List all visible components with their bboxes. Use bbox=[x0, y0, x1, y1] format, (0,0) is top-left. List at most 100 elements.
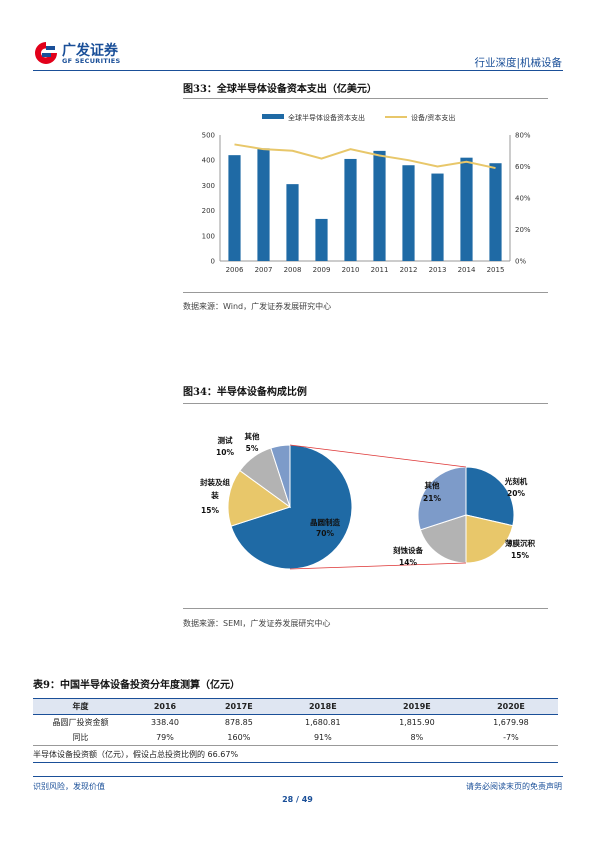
table-row: 同比 79% 160% 91% 8% -7% bbox=[33, 730, 558, 746]
bar bbox=[315, 218, 328, 261]
table-cell: 同比 bbox=[72, 733, 89, 742]
table-header-cell: 2020E bbox=[463, 698, 558, 715]
y-left-tick-label: 400 bbox=[202, 157, 215, 165]
table-cell: 91% bbox=[313, 733, 332, 742]
footer-disclaimer: 请务必阅读末页的免责声明 bbox=[466, 782, 562, 791]
figure34-title-rule bbox=[183, 403, 548, 404]
series-line bbox=[234, 143, 496, 170]
table-cell: 878.85 bbox=[224, 718, 253, 727]
pie-label: 其他 bbox=[245, 431, 260, 441]
bar bbox=[257, 148, 270, 261]
pie-slice bbox=[227, 469, 292, 527]
sub-pie-label: 其他 bbox=[425, 480, 440, 490]
legend-bar-label: 全球半导体设备资本支出 bbox=[288, 113, 365, 122]
sub-pie-label-percent: 14% bbox=[399, 558, 417, 567]
bar bbox=[460, 157, 473, 261]
pie-label: 装 bbox=[210, 490, 219, 500]
sub-pie-label-percent: 21% bbox=[423, 494, 441, 503]
table9: 年度 2016 2017E 2018E 2019E 2020E 晶圆厂投资金额 … bbox=[33, 698, 558, 763]
table-cell: 1,815.90 bbox=[399, 718, 435, 727]
bar bbox=[373, 150, 386, 261]
pie-label-percent: 5% bbox=[246, 444, 259, 453]
footer-rule bbox=[33, 776, 563, 777]
x-tick-label: 2013 bbox=[429, 266, 447, 274]
x-tick-label: 2010 bbox=[342, 266, 360, 274]
y-right-tick-label: 20% bbox=[515, 226, 531, 234]
table-cell: 1,680.81 bbox=[305, 718, 341, 727]
table-row: 晶圆厂投资金额 338.40 878.85 1,680.81 1,815.90 … bbox=[33, 715, 558, 731]
gf-logo-icon bbox=[35, 42, 57, 64]
table-cell: 晶圆厂投资金额 bbox=[52, 718, 109, 727]
brand-logo: 广发证券 GF SECURITIES bbox=[33, 40, 133, 68]
sub-pie-slice bbox=[417, 466, 467, 531]
figure33-title-rule bbox=[183, 98, 548, 99]
y-left-tick-label: 500 bbox=[202, 132, 215, 140]
pie-label: 测试 bbox=[218, 435, 233, 445]
brand-name-en: GF SECURITIES bbox=[62, 57, 121, 65]
header-rule bbox=[33, 70, 563, 71]
table-note: 半导体设备投资额（亿元），假设占总投资比例的 66.67% bbox=[33, 749, 239, 759]
figure33-chart: 全球半导体设备资本支出 设备/资本支出 0 100 200 300 400 500 0% 20% 4… bbox=[202, 113, 531, 274]
connector-line-top bbox=[289, 444, 467, 468]
table9-title: 表9：中国半导体设备投资分年度测算（亿元） bbox=[33, 680, 240, 691]
table-header-cell: 2016 bbox=[128, 698, 202, 715]
pie-label: 封装及组 bbox=[200, 477, 230, 487]
figure33-source: 数据来源：Wind，广发证券发展研究中心 bbox=[183, 302, 332, 311]
pie-slice bbox=[270, 444, 291, 508]
y-left-tick-label: 0 bbox=[211, 258, 215, 266]
connector-line-bottom bbox=[289, 562, 467, 570]
sub-pie-label: 薄膜沉积 bbox=[505, 538, 535, 548]
bar bbox=[228, 155, 241, 261]
legend-line-label: 设备/资本支出 bbox=[411, 113, 455, 122]
figure34-title: 图34：半导体设备构成比例 bbox=[183, 387, 307, 398]
page-number: 28 / 49 bbox=[282, 795, 313, 804]
table-header-cell: 年度 bbox=[33, 698, 128, 715]
x-tick-label: 2012 bbox=[400, 266, 418, 274]
y-right-tick-label: 40% bbox=[515, 195, 531, 203]
table-cell: 338.40 bbox=[150, 718, 179, 727]
sub-pie-label: 光刻机 bbox=[504, 476, 528, 486]
table-note-row: 半导体设备投资额（亿元），假设占总投资比例的 66.67% bbox=[33, 746, 558, 763]
table-cell: 8% bbox=[410, 733, 424, 742]
y-left-tick-label: 200 bbox=[202, 207, 215, 215]
sub-pie-label-percent: 15% bbox=[511, 551, 529, 560]
figure33-bottom-rule bbox=[183, 292, 548, 293]
table-cell: 79% bbox=[156, 733, 174, 742]
x-tick-label: 2006 bbox=[226, 266, 244, 274]
sub-pie-label-percent: 20% bbox=[507, 489, 525, 498]
table-header-cell: 2018E bbox=[275, 698, 370, 715]
figure33-title: 图33：全球半导体设备资本支出（亿美元） bbox=[183, 84, 377, 95]
sub-pie-slice bbox=[465, 466, 515, 527]
bar bbox=[344, 158, 357, 261]
pie-label-percent: 15% bbox=[201, 506, 219, 515]
pie-slice bbox=[230, 444, 353, 570]
x-tick-label: 2011 bbox=[371, 266, 389, 274]
y-left-tick-label: 100 bbox=[202, 232, 215, 240]
report-category: 行业深度|机械设备 bbox=[474, 57, 562, 69]
pie-label-percent: 70% bbox=[316, 529, 334, 538]
y-right-tick-label: 80% bbox=[515, 132, 531, 140]
legend-bar-swatch bbox=[262, 114, 284, 119]
table-header-row: 年度 2016 2017E 2018E 2019E 2020E bbox=[33, 698, 558, 715]
x-tick-label: 2009 bbox=[313, 266, 331, 274]
y-left-tick-label: 300 bbox=[202, 182, 215, 190]
x-tick-label: 2007 bbox=[255, 266, 273, 274]
y-right-tick-label: 60% bbox=[515, 163, 531, 171]
bar bbox=[402, 165, 415, 261]
bar bbox=[489, 163, 502, 261]
brand-name-cn: 广发证券 bbox=[62, 43, 118, 59]
table-header-cell: 2019E bbox=[369, 698, 464, 715]
y-right-tick-label: 0% bbox=[515, 258, 526, 266]
sub-pie-slice bbox=[465, 514, 514, 564]
x-tick-label: 2008 bbox=[284, 266, 302, 274]
footer-slogan: 识别风险，发现价值 bbox=[33, 782, 105, 791]
figure34-bottom-rule bbox=[183, 608, 548, 609]
table-cell: 160% bbox=[227, 733, 251, 742]
pie-label-percent: 10% bbox=[216, 448, 234, 457]
table-header-cell: 2017E bbox=[201, 698, 276, 715]
figure34-source: 数据来源：SEMI，广发证券发展研究中心 bbox=[183, 619, 331, 628]
table-cell: -7% bbox=[503, 733, 519, 742]
table-cell: 1,679.98 bbox=[493, 718, 529, 727]
pie-label: 晶圆制造 bbox=[310, 517, 340, 527]
